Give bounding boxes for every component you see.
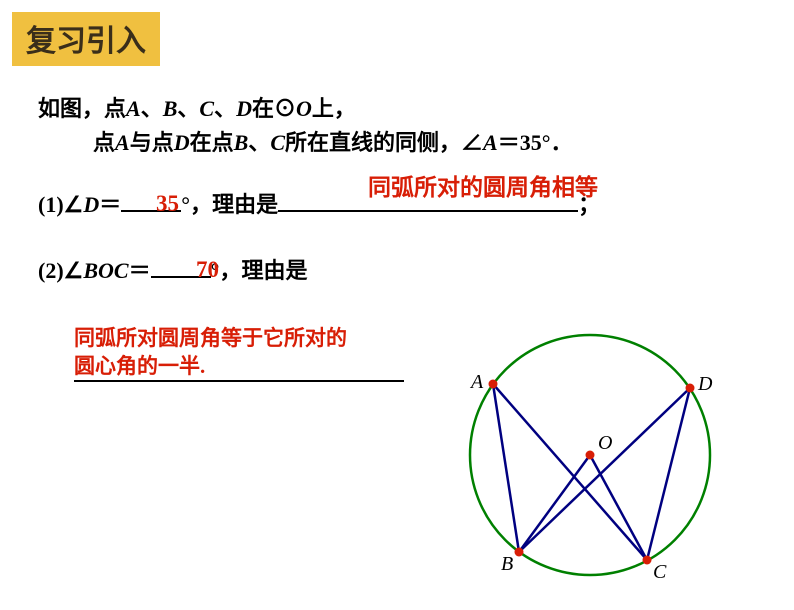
- q1-answer: 35: [156, 186, 179, 222]
- var-D: D: [174, 130, 190, 155]
- q1-prefix: (1)∠: [38, 192, 83, 217]
- q2-reason: 同弧所对圆周角等于它所对的 圆心角的一半.: [74, 324, 347, 381]
- text: 在⊙: [252, 96, 296, 121]
- q2-reason-l2: 圆心角的一半.: [74, 352, 347, 380]
- var-C: C: [199, 96, 214, 121]
- q2-eq: ＝: [129, 258, 151, 283]
- header-text: 复习引入: [26, 25, 146, 58]
- q1-reason: 同弧所对的圆周角相等: [368, 170, 598, 206]
- svg-text:C: C: [653, 561, 667, 583]
- q1-var: D: [83, 192, 99, 217]
- q2-unit: °，理由是: [211, 258, 308, 283]
- svg-text:B: B: [501, 553, 513, 575]
- sep: 、: [214, 96, 236, 121]
- text: 所在直线的同侧，∠: [285, 130, 483, 155]
- problem-line1: 如图，点A、B、C、D在⊙O上，: [38, 92, 768, 126]
- circle-diagram: A D B C O: [430, 320, 760, 610]
- var-A: A: [483, 130, 498, 155]
- text: ＝35°．: [498, 130, 573, 155]
- var-A: A: [115, 130, 130, 155]
- problem-content: 如图，点A、B、C、D在⊙O上， 点A与点D在点B、C所在直线的同侧，∠A＝35…: [38, 92, 768, 288]
- var-O: O: [296, 96, 312, 121]
- q2-answer: 70: [196, 252, 219, 288]
- q1-blank2: [278, 210, 578, 212]
- question-2: (2)∠BOC＝ °，理由是 70: [38, 254, 768, 288]
- text: 在点: [190, 130, 234, 155]
- var-B: B: [234, 130, 249, 155]
- q2-blank2: [74, 380, 404, 382]
- text: 点: [93, 130, 115, 155]
- q2-var: BOC: [83, 258, 128, 283]
- text: 如图，点: [38, 96, 126, 121]
- var-D: D: [236, 96, 252, 121]
- var-C: C: [270, 130, 285, 155]
- text: 与点: [130, 130, 174, 155]
- q2-reason-l1: 同弧所对圆周角等于它所对的: [74, 324, 347, 352]
- svg-text:A: A: [469, 371, 484, 393]
- sep: 、: [141, 96, 163, 121]
- sep: 、: [177, 96, 199, 121]
- svg-text:O: O: [598, 432, 612, 454]
- q1-unit: °，理由是: [181, 192, 278, 217]
- svg-text:D: D: [697, 373, 713, 395]
- text: 上，: [312, 96, 356, 121]
- section-header: 复习引入: [12, 12, 160, 66]
- sep: 、: [248, 130, 270, 155]
- var-A: A: [126, 96, 141, 121]
- q2-prefix: (2)∠: [38, 258, 83, 283]
- var-B: B: [163, 96, 178, 121]
- q1-eq: ＝: [99, 192, 121, 217]
- question-1: (1)∠D＝°，理由是； 35 同弧所对的圆周角相等: [38, 188, 768, 222]
- problem-line2: 点A与点D在点B、C所在直线的同侧，∠A＝35°．: [38, 126, 768, 160]
